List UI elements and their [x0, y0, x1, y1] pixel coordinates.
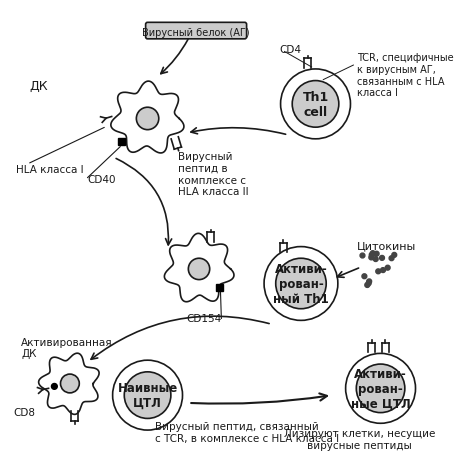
Text: Активированная
ДК: Активированная ДК [21, 338, 113, 359]
Text: Вирусный пептид, связанный
с TCR, в комплексе с HLA класса I: Вирусный пептид, связанный с TCR, в комп… [155, 422, 339, 444]
Text: CD154: CD154 [186, 315, 222, 324]
Circle shape [264, 247, 338, 321]
Circle shape [362, 274, 367, 279]
Circle shape [367, 279, 372, 284]
Circle shape [369, 255, 374, 260]
Text: Цитокины: Цитокины [357, 241, 416, 252]
Circle shape [281, 69, 350, 139]
Circle shape [369, 253, 374, 257]
Text: ДК: ДК [29, 80, 48, 93]
Text: CD40: CD40 [87, 175, 116, 185]
FancyBboxPatch shape [146, 22, 246, 39]
Circle shape [392, 253, 397, 257]
Text: TCR, специфичные
к вирусным АГ,
связанным с HLA
класса I: TCR, специфичные к вирусным АГ, связанны… [357, 54, 454, 98]
Circle shape [366, 281, 371, 286]
Circle shape [370, 251, 375, 255]
Text: Активи-
рован-
ные ЦТЛ: Активи- рован- ные ЦТЛ [351, 368, 410, 411]
Polygon shape [164, 233, 234, 302]
Circle shape [137, 107, 159, 130]
Circle shape [374, 257, 378, 261]
Circle shape [61, 374, 79, 393]
Circle shape [365, 282, 370, 288]
Circle shape [376, 269, 381, 274]
Circle shape [389, 256, 394, 260]
Circle shape [356, 364, 405, 412]
Circle shape [113, 360, 182, 430]
Text: Активи-
рован-
ный Th1: Активи- рован- ный Th1 [273, 263, 329, 306]
Bar [217, 284, 223, 291]
Circle shape [380, 255, 384, 260]
Polygon shape [111, 81, 184, 153]
Circle shape [188, 258, 210, 280]
Circle shape [124, 372, 171, 418]
Text: Лизируют клетки, несущие
вирусные пептиды: Лизируют клетки, несущие вирусные пептид… [283, 429, 435, 451]
Circle shape [360, 253, 365, 258]
Polygon shape [38, 353, 99, 414]
Text: CD8: CD8 [14, 408, 36, 418]
Circle shape [385, 265, 390, 270]
Circle shape [346, 353, 416, 423]
Text: Th1
cell: Th1 cell [302, 91, 328, 119]
Text: Вирусный
пептид в
комплексе с
HLA класса II: Вирусный пептид в комплексе с HLA класса… [178, 152, 248, 197]
Circle shape [276, 258, 326, 309]
Text: CD4: CD4 [280, 45, 301, 55]
Circle shape [374, 251, 379, 256]
Bar [118, 138, 125, 144]
Circle shape [52, 384, 57, 389]
Text: HLA класса I: HLA класса I [16, 165, 83, 175]
Circle shape [381, 267, 385, 273]
Text: Наивные
ЦТЛ: Наивные ЦТЛ [118, 382, 178, 410]
Circle shape [292, 81, 339, 127]
Text: Вирусный белок (АГ): Вирусный белок (АГ) [142, 28, 250, 38]
